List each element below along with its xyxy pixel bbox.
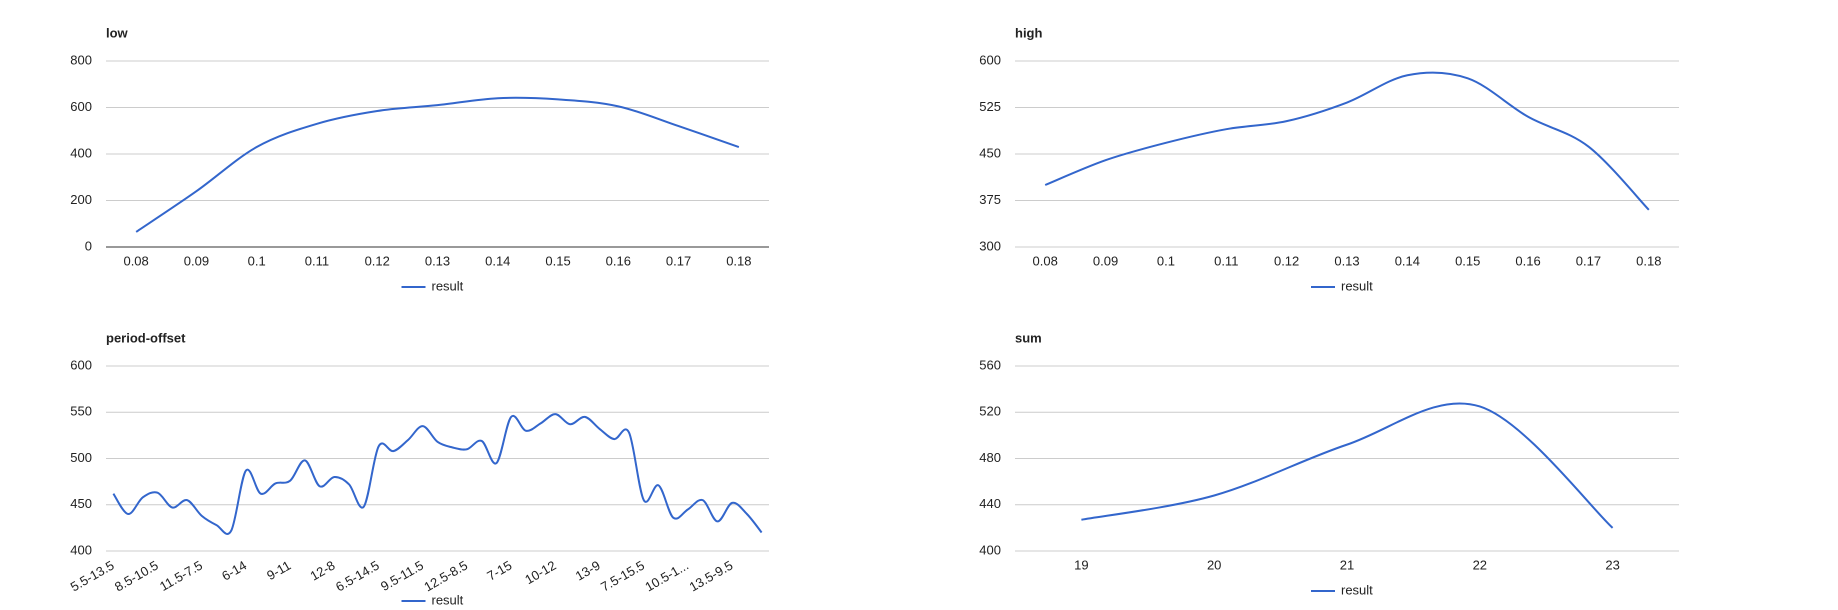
x-tick-label: 13-9 — [573, 558, 603, 584]
x-tick-label: 20 — [1207, 557, 1221, 572]
x-tick-label: 7.5-15.5 — [598, 558, 647, 595]
x-tick-label: 0.14 — [485, 253, 510, 268]
line — [135, 96, 740, 233]
x-tick-label: 9-11 — [264, 558, 293, 584]
y-tick-label: 500 — [70, 450, 92, 465]
x-tick-label: 0.13 — [425, 253, 450, 268]
x-tick-label: 10-12 — [522, 558, 558, 588]
y-tick-label: 520 — [979, 404, 1001, 419]
x-tick-label: 0.16 — [1515, 253, 1540, 268]
x-tick-label: 5.5-13.5 — [68, 558, 117, 595]
y-tick-label: 550 — [70, 404, 92, 419]
y-tick-label: 480 — [979, 450, 1001, 465]
y-tick-label: 560 — [979, 357, 1001, 372]
y-tick-label: 440 — [979, 496, 1001, 511]
x-tick-label: 8.5-10.5 — [112, 558, 161, 595]
chart-title: high — [1015, 25, 1042, 40]
x-tick-label: 7-15 — [484, 558, 514, 584]
legend-label: result — [432, 278, 464, 293]
legend-label: result — [1341, 278, 1373, 293]
x-tick-label: 0.15 — [545, 253, 570, 268]
y-tick-label: 375 — [979, 192, 1001, 207]
x-tick-label: 22 — [1473, 557, 1487, 572]
x-tick-label: 6.5-14.5 — [333, 558, 382, 595]
x-tick-label: 23 — [1605, 557, 1619, 572]
x-tick-label: 10.5-1... — [642, 558, 691, 595]
chart-title: period-offset — [106, 330, 186, 345]
x-tick-label: 0.14 — [1395, 253, 1420, 268]
x-tick-label: 0.18 — [1636, 253, 1661, 268]
x-tick-label: 0.08 — [1033, 253, 1058, 268]
x-tick-label: 12.5-8.5 — [421, 558, 470, 595]
x-tick-label: 0.1 — [1157, 253, 1175, 268]
legend-label: result — [1341, 582, 1373, 597]
line — [1081, 402, 1614, 529]
y-tick-label: 0 — [85, 238, 92, 253]
x-tick-label: 13.5-9.5 — [687, 558, 736, 595]
x-tick-label: 9.5-11.5 — [378, 558, 426, 594]
x-tick-label: 0.1 — [248, 253, 266, 268]
x-tick-label: 0.13 — [1334, 253, 1359, 268]
x-tick-label: 0.09 — [184, 253, 209, 268]
x-tick-label: 0.08 — [123, 253, 148, 268]
x-tick-label: 0.16 — [606, 253, 631, 268]
y-tick-label: 450 — [979, 145, 1001, 160]
y-tick-label: 450 — [70, 496, 92, 511]
x-tick-label: 0.11 — [1214, 253, 1238, 268]
y-tick-label: 200 — [70, 192, 92, 207]
x-tick-label: 21 — [1340, 557, 1354, 572]
y-tick-label: 600 — [979, 52, 1001, 67]
x-tick-label: 12-8 — [308, 558, 338, 584]
y-tick-label: 300 — [979, 238, 1001, 253]
y-tick-label: 600 — [70, 99, 92, 114]
y-tick-label: 400 — [979, 542, 1001, 557]
x-tick-label: 0.11 — [305, 253, 329, 268]
y-tick-label: 525 — [979, 99, 1001, 114]
y-tick-label: 800 — [70, 52, 92, 67]
x-tick-label: 11.5-7.5 — [157, 558, 205, 594]
x-tick-label: 0.17 — [1576, 253, 1601, 268]
x-tick-label: 19 — [1074, 557, 1088, 572]
x-tick-label: 0.12 — [1274, 253, 1299, 268]
line — [112, 413, 763, 535]
chart-title: sum — [1015, 330, 1042, 345]
legend-label: result — [432, 592, 464, 607]
x-tick-label: 0.17 — [666, 253, 691, 268]
chart-title: low — [106, 25, 129, 40]
x-tick-label: 6-14 — [219, 558, 249, 584]
x-tick-label: 0.18 — [726, 253, 751, 268]
x-tick-label: 0.15 — [1455, 253, 1480, 268]
y-tick-label: 400 — [70, 145, 92, 160]
y-tick-label: 400 — [70, 542, 92, 557]
x-tick-label: 0.09 — [1093, 253, 1118, 268]
line — [1044, 71, 1650, 211]
x-tick-label: 0.12 — [365, 253, 390, 268]
y-tick-label: 600 — [70, 357, 92, 372]
